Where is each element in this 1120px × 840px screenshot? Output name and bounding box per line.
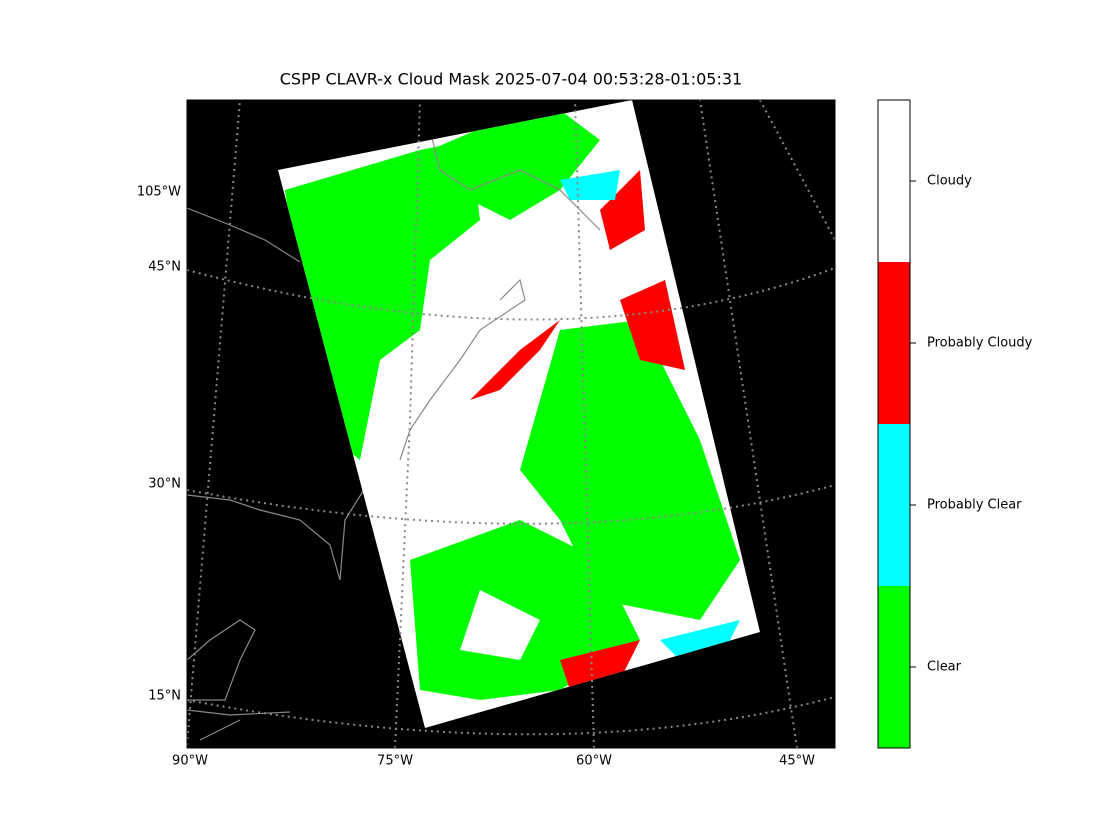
cloudy-area <box>460 590 540 660</box>
left-label: 105°W <box>137 185 181 200</box>
coastline <box>187 207 366 741</box>
probably-cloudy-area <box>620 280 685 370</box>
bottom-label: 75°W <box>377 754 413 769</box>
clear-area <box>430 110 600 220</box>
probably-cloudy-area <box>600 170 645 250</box>
colorbar-frame <box>877 99 911 749</box>
swath <box>278 100 760 728</box>
colorbar: Cloudy Probably Cloudy Probably Clear Clear <box>877 99 1033 749</box>
left-label: 15°N <box>148 689 181 704</box>
colorbar-segment <box>878 424 910 586</box>
bottom-label: 45°W <box>779 754 815 769</box>
meridian <box>187 100 835 748</box>
map <box>187 100 835 748</box>
colorbar-label: Probably Cloudy <box>927 336 1033 351</box>
clear-area <box>285 140 480 460</box>
probably-clear-area <box>560 170 620 200</box>
parallel <box>187 267 835 736</box>
probably-cloudy-area <box>470 320 560 400</box>
colorbar-label: Probably Clear <box>927 498 1022 513</box>
coastline <box>399 129 601 461</box>
left-label: 45°N <box>148 260 181 275</box>
colorbar-segment <box>878 100 910 262</box>
left-label: 30°N <box>148 477 181 492</box>
colorbar-segment <box>878 586 910 748</box>
map-frame <box>186 99 836 749</box>
colorbar-label: Cloudy <box>927 174 972 189</box>
title: CSPP CLAVR-x Cloud Mask 2025-07-04 00:53… <box>280 70 742 89</box>
bottom-label: 60°W <box>576 754 612 769</box>
clear-area <box>520 320 740 620</box>
bottom-label: 90°W <box>172 754 208 769</box>
colorbar-label: Clear <box>927 660 962 675</box>
colorbar-segment <box>878 262 910 424</box>
axis-labels: 105°W 45°N 30°N 15°N 90°W 75°W 60°W 45°W <box>137 185 815 769</box>
